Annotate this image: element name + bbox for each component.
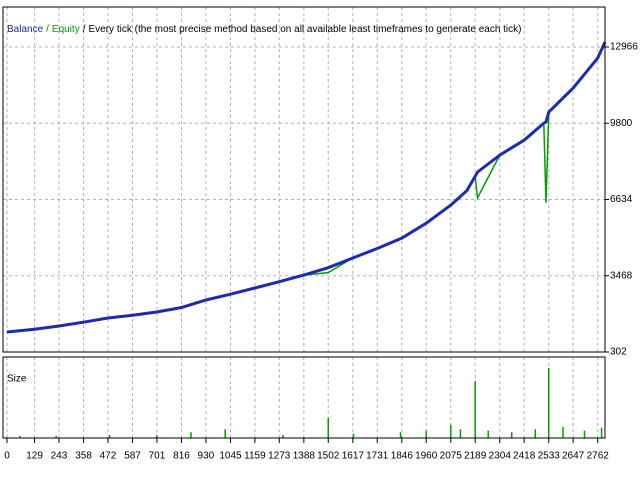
y-tick-label: 6634 xyxy=(610,194,633,205)
x-tick-label: 2075 xyxy=(440,451,463,462)
x-tick-label: 2189 xyxy=(464,451,487,462)
x-tick-label: 2762 xyxy=(587,451,610,462)
x-tick-label: 2647 xyxy=(562,451,585,462)
y-tick-label: 12966 xyxy=(610,42,638,53)
x-tick-label: 2533 xyxy=(538,451,561,462)
y-tick-label: 302 xyxy=(610,347,627,358)
x-tick-label: 0 xyxy=(4,451,10,462)
plot-frame xyxy=(2,356,606,439)
x-tick-label: 816 xyxy=(173,451,190,462)
x-tick-label: 1731 xyxy=(366,451,389,462)
x-tick-label: 129 xyxy=(26,451,43,462)
x-tick-label: 358 xyxy=(75,451,92,462)
x-tick-label: 701 xyxy=(149,451,166,462)
x-tick-label: 587 xyxy=(124,451,141,462)
x-tick-label: 1960 xyxy=(415,451,438,462)
y-tick-label: 3468 xyxy=(610,270,633,281)
panel-label: Size xyxy=(7,374,27,385)
x-tick-label: 243 xyxy=(51,451,68,462)
x-tick-label: 472 xyxy=(100,451,117,462)
x-tick-label: 1846 xyxy=(391,451,414,462)
chart-title: Balance / Equity / Every tick (the most prec… xyxy=(7,24,521,35)
separator: / xyxy=(83,24,86,35)
series-line xyxy=(6,41,607,334)
x-tick-label: 930 xyxy=(198,451,215,462)
legend-entry: Balance xyxy=(7,24,44,35)
series-line xyxy=(6,41,606,333)
legend-entry: Equity xyxy=(52,24,80,35)
separator: / xyxy=(46,24,49,35)
x-tick-label: 1159 xyxy=(244,451,266,462)
x-tick-label: 1617 xyxy=(342,451,365,462)
chart-subtitle: Every tick (the most precise method base… xyxy=(89,24,522,35)
x-tick-label: 2304 xyxy=(489,451,512,462)
x-tick-label: 1502 xyxy=(317,451,340,462)
y-tick-label: 9800 xyxy=(610,118,633,129)
x-tick-label: 1273 xyxy=(268,451,291,462)
x-tick-label: 1388 xyxy=(293,451,316,462)
x-tick-label: 1045 xyxy=(219,451,242,462)
x-tick-label: 2418 xyxy=(513,451,536,462)
plot-frame xyxy=(2,6,606,353)
